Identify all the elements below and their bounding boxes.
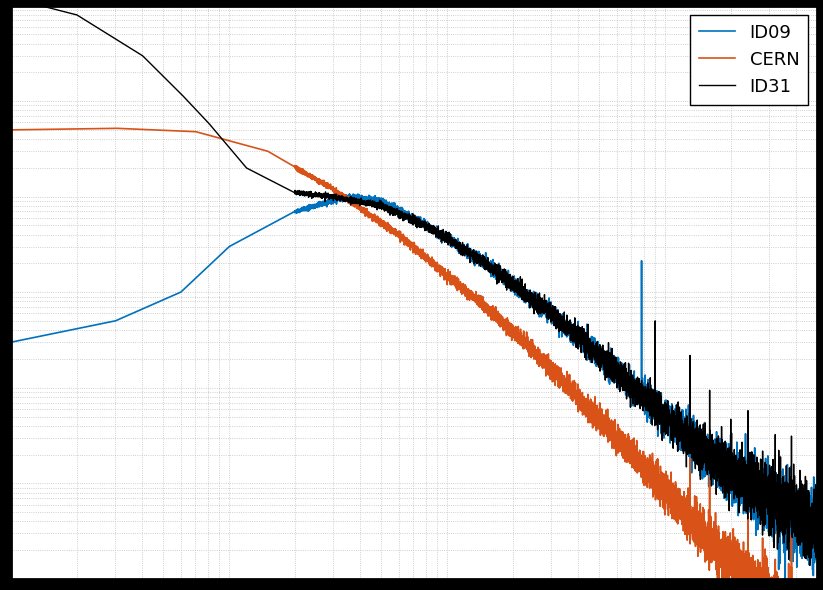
ID31 [812,528,822,535]
CERN [165,127,174,134]
ID09 [770,503,779,510]
ID09 [40,332,49,339]
ID09 [165,294,174,301]
Legend: ID09, CERN, ID31: ID09, CERN, ID31 [690,15,808,104]
ID31 [165,78,174,86]
Line: ID09: ID09 [12,194,817,590]
CERN [110,124,120,132]
ID09 [7,339,16,346]
CERN [10,126,20,133]
CERN [54,126,64,133]
Line: ID31: ID31 [12,0,817,565]
CERN [40,126,49,133]
ID09 [401,213,411,220]
CERN [7,126,16,133]
ID31 [805,562,815,569]
ID09 [812,540,822,548]
ID31 [40,3,49,10]
ID09 [348,191,358,198]
ID31 [54,7,64,14]
ID09 [10,338,20,345]
Line: CERN: CERN [12,128,817,590]
ID31 [400,210,410,217]
ID31 [10,0,20,2]
ID31 [7,0,16,2]
ID31 [770,493,779,500]
ID09 [54,329,64,336]
CERN [401,235,411,242]
